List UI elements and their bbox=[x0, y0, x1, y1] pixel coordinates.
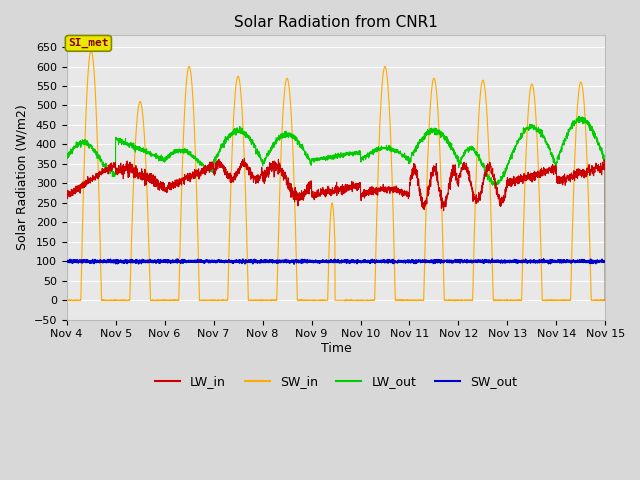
Text: SI_met: SI_met bbox=[68, 38, 109, 48]
Legend: LW_in, SW_in, LW_out, SW_out: LW_in, SW_in, LW_out, SW_out bbox=[150, 370, 522, 393]
Title: Solar Radiation from CNR1: Solar Radiation from CNR1 bbox=[234, 15, 438, 30]
Y-axis label: Solar Radiation (W/m2): Solar Radiation (W/m2) bbox=[15, 105, 28, 251]
X-axis label: Time: Time bbox=[321, 342, 351, 355]
